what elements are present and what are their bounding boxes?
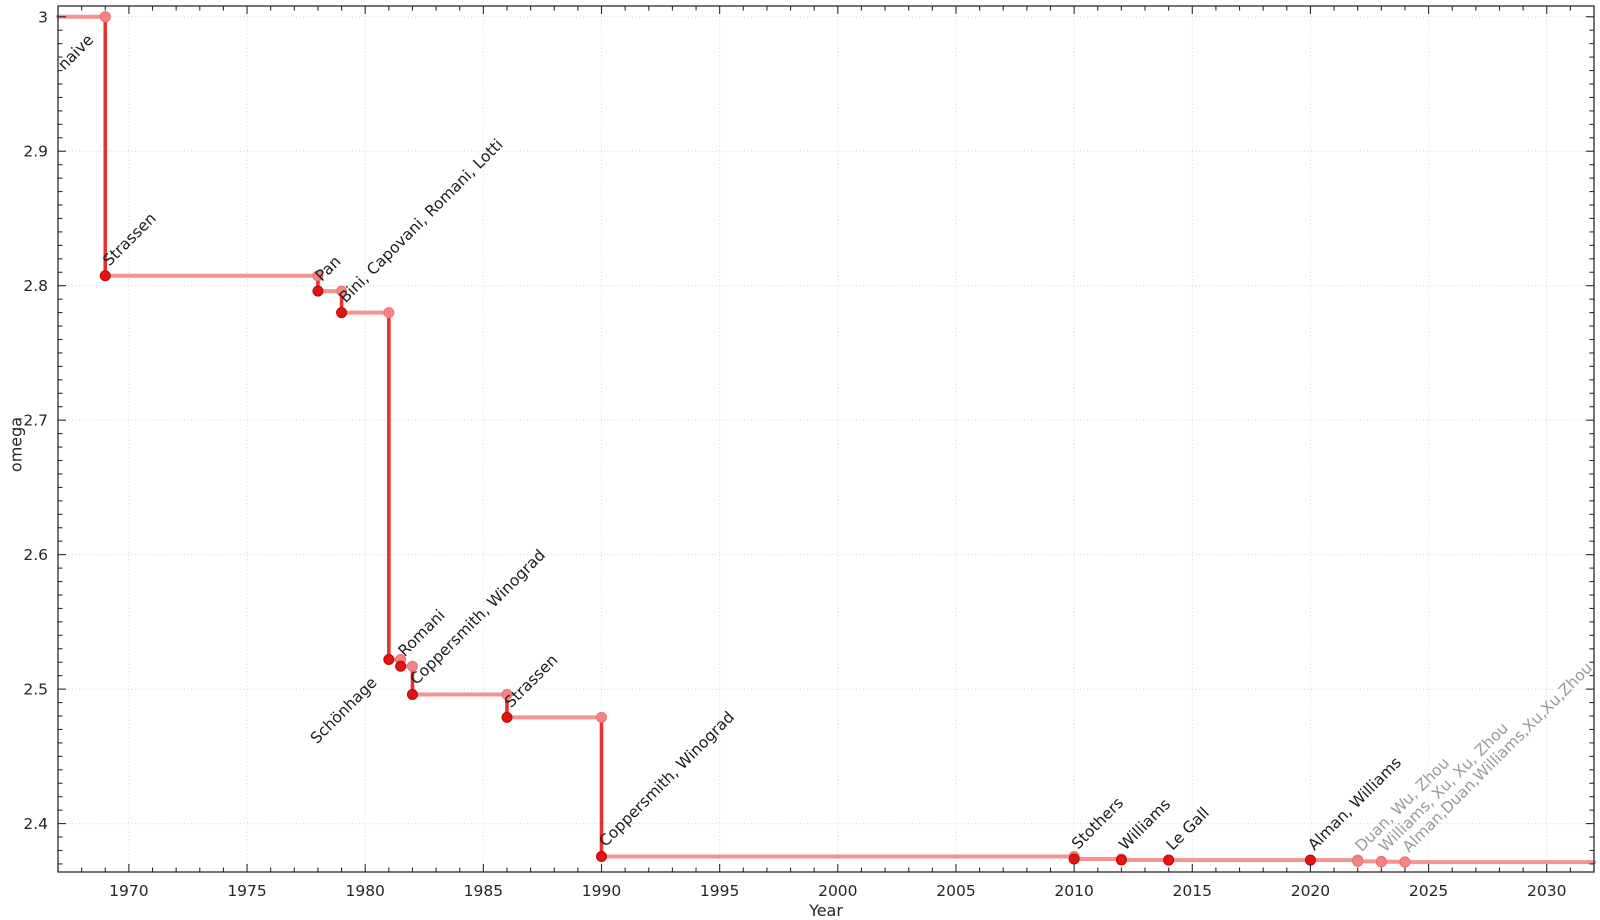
point-label: Schönhage bbox=[307, 674, 381, 748]
data-point bbox=[395, 660, 407, 672]
x-tick-label: 1975 bbox=[227, 882, 266, 900]
step-line bbox=[56, 14, 1596, 865]
corner-marker bbox=[312, 270, 324, 282]
y-tick-label: 2.5 bbox=[23, 681, 48, 699]
x-tick-label: 1995 bbox=[700, 882, 739, 900]
x-tick-label: 2015 bbox=[1173, 882, 1212, 900]
y-tick-label: 2.9 bbox=[23, 143, 48, 161]
x-axis-title: Year bbox=[809, 901, 843, 920]
data-point bbox=[1115, 854, 1127, 866]
data-point-markers bbox=[99, 11, 1411, 868]
y-tick-label: 3 bbox=[38, 8, 48, 26]
y-tick-labels: 3 2.9 2.8 2.7 2.6 2.5 2.4 bbox=[23, 8, 48, 833]
data-point bbox=[406, 688, 418, 700]
data-point bbox=[1399, 856, 1411, 868]
point-label: Strassen bbox=[99, 209, 159, 269]
y-axis-title: omega bbox=[6, 416, 26, 473]
data-point bbox=[1352, 855, 1364, 867]
data-point bbox=[1163, 854, 1175, 866]
data-point bbox=[99, 11, 111, 23]
data-point bbox=[501, 711, 513, 723]
x-tick-labels: 1970 1975 1980 1985 1990 1995 2000 2005 2010 2015… bbox=[109, 882, 1566, 900]
point-label: Alman,Duan,Williams,Xu,Xu,Zhou bbox=[1399, 659, 1596, 856]
x-tick-label: 2020 bbox=[1291, 882, 1330, 900]
y-tick-label: 2.8 bbox=[23, 277, 48, 295]
corner-markers bbox=[99, 11, 1411, 868]
axes-frame bbox=[57, 5, 1595, 873]
data-point bbox=[1304, 854, 1316, 866]
corner-marker bbox=[596, 711, 608, 723]
x-tick-label: 1970 bbox=[109, 882, 148, 900]
y-tick-label: 2.4 bbox=[23, 815, 48, 833]
x-tick-label: 1985 bbox=[464, 882, 503, 900]
data-point bbox=[383, 654, 395, 666]
x-tick-label: 2010 bbox=[1054, 882, 1093, 900]
corner-marker bbox=[336, 285, 348, 297]
x-tick-label: 1980 bbox=[345, 882, 384, 900]
corner-marker bbox=[406, 660, 418, 672]
corner-marker bbox=[383, 307, 395, 319]
data-point bbox=[1068, 853, 1080, 865]
point-label: Williams, Xu, Xu, Zhou bbox=[1375, 719, 1512, 856]
point-label: Bini, Capovani, Romani, Lotti bbox=[336, 136, 507, 307]
data-point bbox=[99, 270, 111, 282]
point-label: naive bbox=[54, 31, 97, 74]
x-tick-label: 2025 bbox=[1409, 882, 1448, 900]
y-tick-label: 2.6 bbox=[23, 546, 48, 564]
point-label: Strassen bbox=[501, 651, 561, 711]
drop-lines bbox=[103, 14, 1407, 864]
data-point bbox=[1375, 856, 1387, 868]
x-tick-label: 2030 bbox=[1527, 882, 1566, 900]
data-point bbox=[596, 851, 608, 863]
x-tick-label: 1990 bbox=[582, 882, 621, 900]
point-label: Coppersmith, Winograd bbox=[596, 708, 738, 850]
x-tick-label: 2000 bbox=[818, 882, 857, 900]
grid-lines bbox=[58, 6, 1594, 872]
y-tick-label: 2.7 bbox=[23, 412, 48, 430]
x-tick-label: 2005 bbox=[936, 882, 975, 900]
data-point bbox=[336, 307, 348, 319]
axis-ticks bbox=[57, 6, 1595, 872]
corner-marker bbox=[501, 688, 513, 700]
data-point bbox=[312, 285, 324, 297]
